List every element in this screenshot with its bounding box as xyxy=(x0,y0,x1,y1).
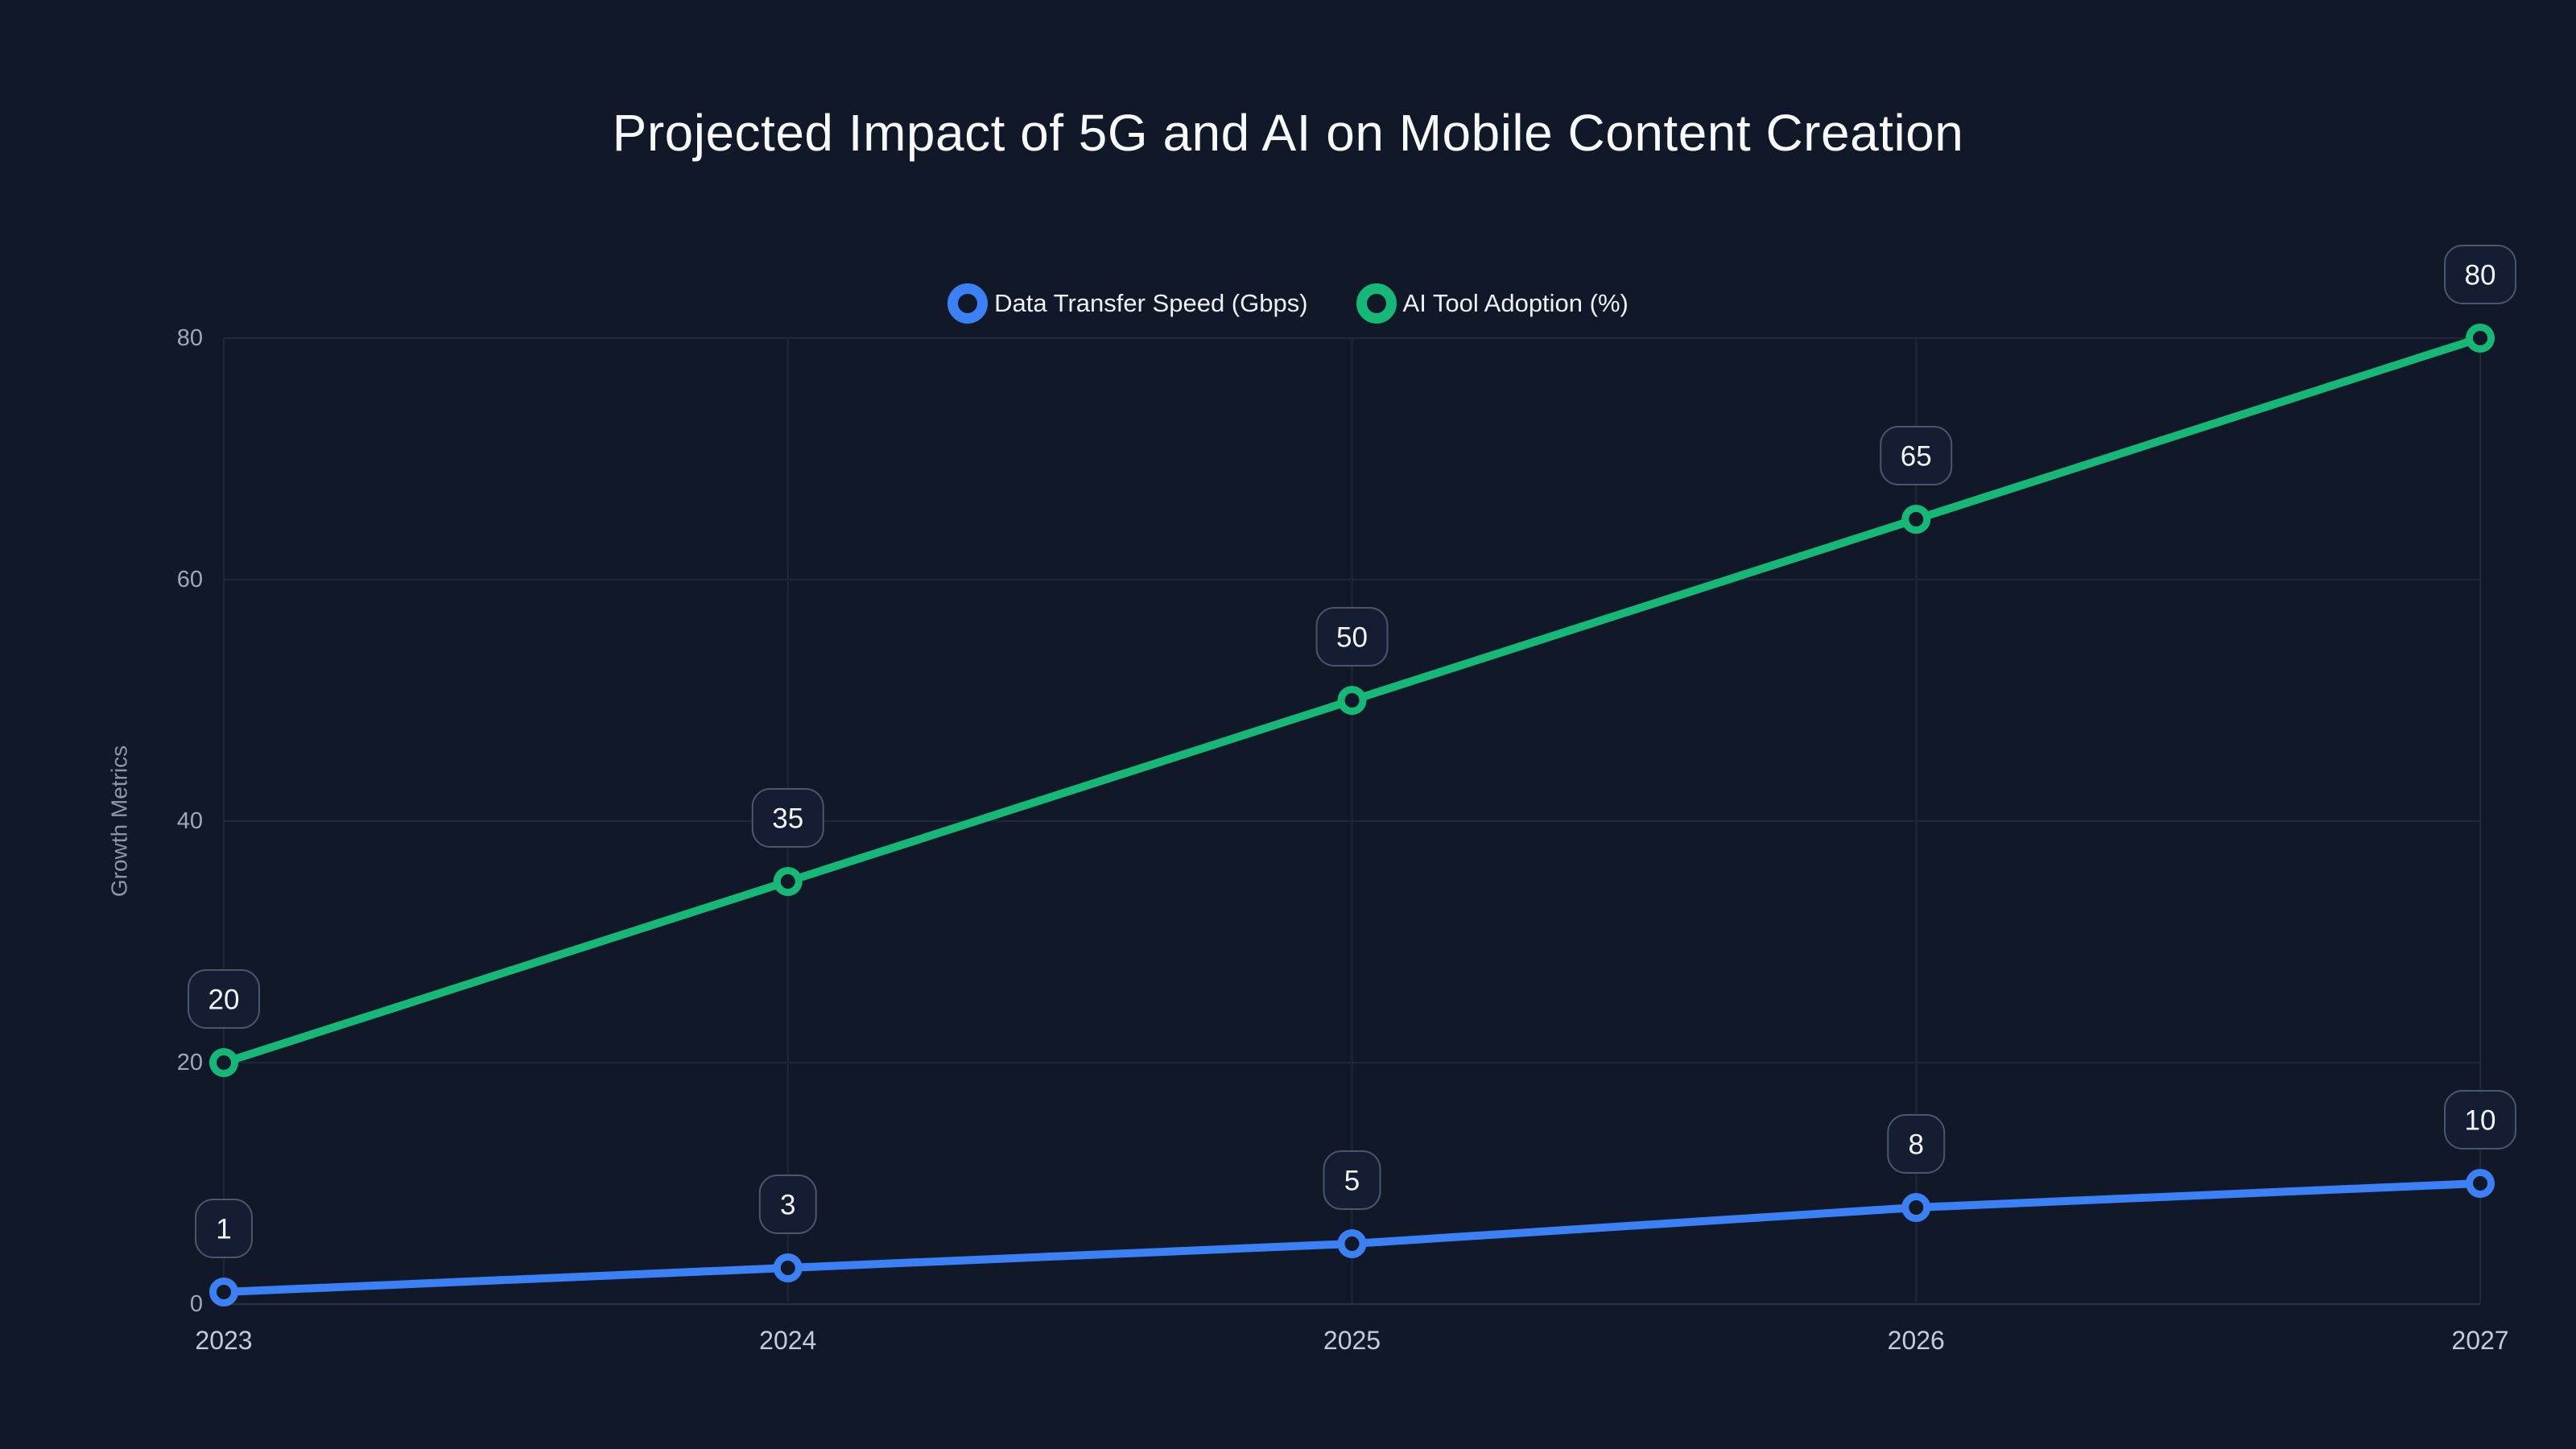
data-point-marker[interactable] xyxy=(209,1278,238,1307)
data-point-marker[interactable] xyxy=(2466,1169,2495,1198)
point-label-value: 80 xyxy=(2465,260,2496,291)
point-label-badge xyxy=(2444,1090,2516,1150)
point-label-value: 5 xyxy=(1344,1166,1360,1197)
chart-title: Projected Impact of 5G and AI on Mobile … xyxy=(612,104,1964,162)
point-label-badge xyxy=(1323,1150,1381,1210)
point-label-badge xyxy=(1887,1114,1946,1174)
data-point-marker[interactable] xyxy=(1901,505,1931,534)
y-axis-tick-label: 0 xyxy=(190,1291,203,1317)
point-label-value: 10 xyxy=(2465,1105,2496,1137)
point-label-value: 65 xyxy=(1901,441,1932,473)
legend: Data Transfer Speed (Gbps) AI Tool Adopt… xyxy=(0,283,2576,324)
point-label-badge xyxy=(1315,607,1389,667)
data-point-marker[interactable] xyxy=(209,1048,238,1077)
legend-item-ai-tool-adoption[interactable]: AI Tool Adoption (%) xyxy=(1356,283,1629,324)
point-label-value: 20 xyxy=(208,985,240,1016)
y-axis-tick-label: 60 xyxy=(177,567,203,592)
legend-item-data-transfer-speed[interactable]: Data Transfer Speed (Gbps) xyxy=(947,283,1308,324)
point-label-badge xyxy=(2444,245,2516,304)
data-point-marker[interactable] xyxy=(1901,1193,1931,1222)
x-axis-tick-label: 2025 xyxy=(1323,1326,1381,1355)
point-label-value: 8 xyxy=(1909,1129,1924,1161)
x-axis-tick-label: 2026 xyxy=(1888,1326,1945,1355)
point-label-badge xyxy=(195,1199,253,1258)
y-axis-tick-label: 40 xyxy=(177,808,203,834)
data-point-marker[interactable] xyxy=(1337,1229,1367,1258)
point-label-value: 35 xyxy=(772,803,803,835)
legend-label: Data Transfer Speed (Gbps) xyxy=(994,289,1308,317)
point-label-value: 50 xyxy=(1336,622,1368,654)
data-point-marker[interactable] xyxy=(1337,686,1367,715)
x-axis-tick-label: 2027 xyxy=(2451,1326,2508,1355)
point-label-value: 3 xyxy=(780,1190,795,1221)
x-axis-tick-label: 2024 xyxy=(759,1326,816,1355)
y-axis-tick-label: 80 xyxy=(177,325,203,351)
point-label-value: 1 xyxy=(216,1214,231,1245)
x-axis-tick-label: 2023 xyxy=(195,1326,252,1355)
point-label-badge xyxy=(758,1174,817,1234)
point-label-badge xyxy=(751,788,824,848)
legend-label: AI Tool Adoption (%) xyxy=(1402,289,1629,317)
data-point-marker[interactable] xyxy=(2466,324,2495,353)
point-label-badge xyxy=(188,969,260,1029)
point-label-badge xyxy=(1880,426,1953,485)
legend-swatch-ring-icon xyxy=(1356,283,1397,324)
data-point-marker[interactable] xyxy=(773,867,803,896)
data-point-marker[interactable] xyxy=(773,1253,803,1282)
y-axis-title: Growth Metrics xyxy=(107,745,132,897)
y-axis-tick-label: 20 xyxy=(177,1050,203,1075)
